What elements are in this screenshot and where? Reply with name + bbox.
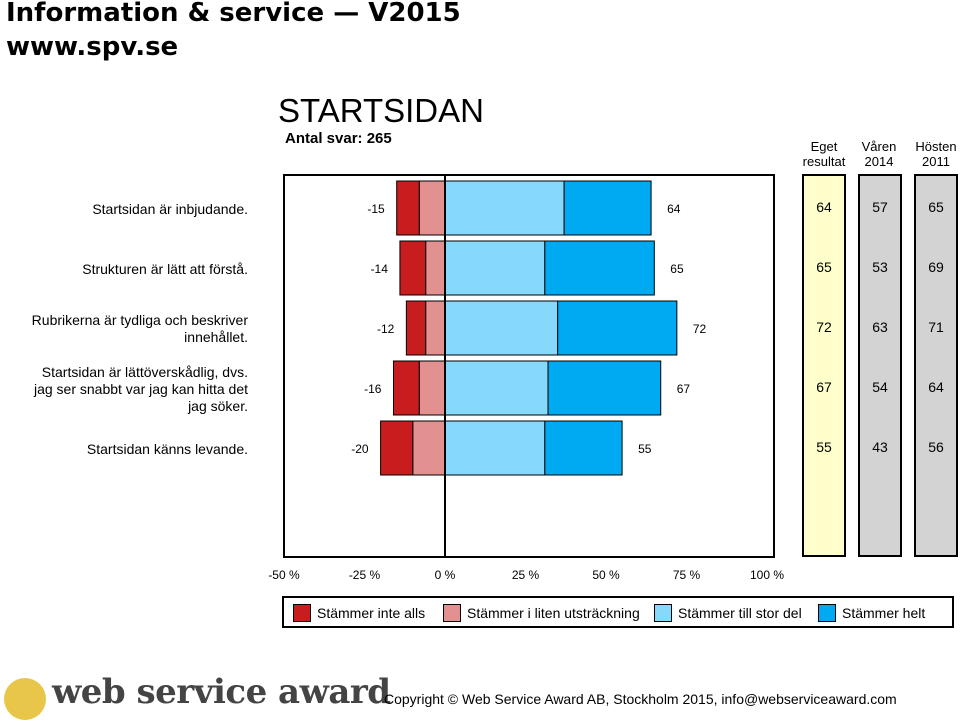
x-tick-label: 75 % [672,568,701,582]
col-header-autumn: Hösten 2011 [901,139,960,169]
legend-swatch [818,604,836,622]
bar-segment [425,240,446,296]
legend-label: Stämmer i liten utsträckning [467,605,640,621]
own-result-panel [802,174,846,557]
question-label: Strukturen är lätt att förstå. [0,261,248,278]
result-value-own: 64 [816,199,832,215]
col-header-own-line2: resultat [802,154,846,169]
bar-segment [544,240,655,296]
legend-label: Stämmer inte alls [317,605,426,621]
negative-sum-label: -12 [377,322,395,336]
positive-sum-label: 64 [667,202,681,216]
legend-swatch [443,604,461,622]
result-value-own: 55 [816,439,832,455]
legend [282,596,954,628]
bar-segment [444,300,559,356]
question-label-line: Startsidan är lättöverskådlig, dvs. [41,363,248,380]
question-label-line: innehållet. [184,329,248,345]
legend-swatch [293,604,311,622]
result-value-autumn-2011: 64 [928,379,944,395]
positive-sum-label: 65 [670,262,684,276]
award-logo-text: web service award [52,672,391,712]
result-value-own: 67 [816,379,832,395]
negative-sum-label: -20 [351,442,369,456]
bar-segment [405,300,427,356]
bar-segment [444,180,565,236]
bar-segment [412,420,446,476]
question-label: Rubrikerna är tydliga och beskriver inneh… [0,312,248,346]
col-header-spring-line2: 2014 [864,154,894,169]
question-label: Startsidan är inbjudande. [0,201,248,218]
bar-segment [444,360,549,416]
negative-sum-label: -15 [367,202,385,216]
result-value-own: 72 [816,319,832,335]
x-tick-label: 25 % [511,568,540,582]
autumn-2011-panel [914,174,958,557]
negative-sum-label: -16 [364,382,382,396]
copyright-text: Copyright © Web Service Award AB, Stockh… [384,691,897,707]
result-value-own: 65 [816,259,832,275]
award-logo-icon [4,678,46,720]
bar-segment [418,180,446,236]
negative-sum-label: -14 [371,262,389,276]
col-header-own: Eget resultat [789,139,859,169]
bar-segment [396,180,420,236]
question-label: Startsidan är lättöverskådlig, dvs. jag s… [0,364,248,415]
x-tick-label: -50 % [268,568,300,582]
result-value-autumn-2011: 56 [928,439,944,455]
question-label-line: Startsidan är inbjudande. [92,200,248,217]
col-header-autumn-line1: Hösten [915,139,957,154]
bar-segment [557,300,678,356]
result-value-autumn-2011: 65 [928,199,944,215]
col-header-autumn-line2: 2011 [922,154,950,169]
result-value-spring-2014: 57 [872,199,888,215]
bar-segment [544,420,623,476]
bar-segment [425,300,446,356]
question-label-line: jag söker. [188,397,248,414]
bar-segment [563,180,652,236]
bar-segment [547,360,662,416]
bar-segment [444,420,546,476]
legend-swatch [654,604,672,622]
site-url: www.spv.se [6,32,179,62]
x-tick-label: 0 % [434,568,456,582]
bar-segment [399,240,427,296]
x-tick-label: -25 % [348,568,381,582]
result-value-spring-2014: 54 [872,379,888,395]
result-value-spring-2014: 53 [872,259,888,275]
question-label-line: jag ser snabbt var jag kan hitta det [33,380,248,397]
col-header-own-line1: Eget [810,139,838,154]
legend-label: Stämmer helt [842,605,926,621]
question-label-line: Rubrikerna är tydliga och beskriver [31,312,248,328]
positive-sum-label: 67 [677,382,691,396]
positive-sum-label: 55 [638,442,652,456]
plot-frame [283,174,775,558]
result-value-autumn-2011: 71 [928,319,944,335]
page-title: STARTSIDAN [278,92,484,129]
bar-segment [380,420,414,476]
positive-sum-label: 72 [693,322,707,336]
legend-label: Stämmer till stor del [678,605,802,621]
spring-2014-panel [858,174,902,557]
bar-segment [392,360,420,416]
x-tick-label: 100 % [749,568,785,582]
bar-segment [444,240,546,296]
col-header-spring: Våren 2014 [844,139,914,169]
col-header-spring-line1: Våren [861,139,897,154]
result-value-spring-2014: 43 [872,439,888,455]
question-label: Startsidan känns levande. [0,441,248,458]
x-tick-label: 50 % [592,568,620,582]
question-label-line: Strukturen är lätt att förstå. [82,260,248,277]
bar-segment [418,360,446,416]
report-title: Information & service — V2015 [6,0,461,28]
question-label-line: Startsidan känns levande. [86,440,248,457]
response-count: Antal svar: 265 [285,130,392,147]
diverging-bar-chart: -15 64 -14 65 -12 72 -16 67 -20 55 [283,174,775,558]
result-value-spring-2014: 63 [872,319,888,335]
result-value-autumn-2011: 69 [928,259,944,275]
